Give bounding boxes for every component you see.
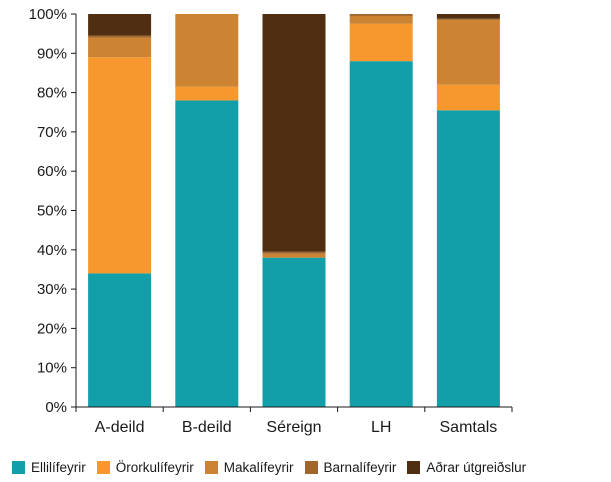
- axes-group: 0% 10% 20% 30% 40% 50% 60% 70% 80% 90% 100% A-deild…: [29, 6, 513, 436]
- bar-segment-a-deild-0: [88, 273, 152, 407]
- bar-segment-a-deild-4: [88, 14, 152, 36]
- bar-segment-samtals-1: [436, 84, 500, 111]
- bar-segment-samtals-2: [436, 19, 500, 85]
- bar-segment-a-deild-2: [88, 37, 152, 58]
- x-category-label: B-deild: [182, 419, 232, 436]
- legend-label: Örorkulífeyrir: [115, 459, 194, 475]
- y-tick-label: 60%: [37, 163, 67, 180]
- bars-group: [88, 14, 500, 408]
- y-tick-label: 100%: [29, 6, 67, 23]
- bar-segment-lh-2: [349, 15, 413, 24]
- bar-segment-a-deild-3: [88, 35, 152, 38]
- legend-swatch: [204, 460, 218, 474]
- bar-segment-b-deild-0: [175, 100, 239, 408]
- legend-swatch: [407, 460, 421, 474]
- x-category-label: Samtals: [440, 419, 498, 436]
- y-tick-label: 50%: [37, 203, 67, 220]
- legend-item: Aðrar útgreiðslur: [407, 460, 526, 475]
- legend-swatch: [304, 460, 318, 474]
- y-tick-label: 30%: [37, 281, 67, 298]
- bar-segment-lh-3: [349, 14, 413, 16]
- legend-swatch: [12, 460, 25, 474]
- y-tick-label: 20%: [37, 320, 67, 337]
- legend-label: Aðrar útgreiðslur: [426, 459, 527, 475]
- legend-label: Ellilífeyrir: [31, 459, 86, 475]
- bar-segment-s-reign-4: [262, 14, 326, 252]
- legend-item: Örorkulífeyrir: [96, 459, 194, 475]
- y-tick-label: 80%: [37, 85, 67, 102]
- legend-item: Barnalífeyrir: [304, 459, 397, 475]
- bar-segment-lh-1: [349, 23, 413, 62]
- y-tick-label: 90%: [37, 45, 67, 62]
- bar-segment-samtals-3: [436, 18, 500, 20]
- bar-segment-s-reign-3: [262, 251, 326, 254]
- legend-label: Makalífeyrir: [223, 459, 294, 475]
- y-tick-label: 70%: [37, 124, 67, 141]
- y-tick-label: 0%: [45, 399, 67, 416]
- bar-segment-samtals-0: [436, 110, 500, 407]
- bar-segment-samtals-4: [436, 14, 500, 19]
- bar-segment-lh-0: [349, 61, 413, 407]
- legend: Ellilífeyrir Örorkulífeyrir Makalífeyrir Ba…: [12, 456, 537, 478]
- stacked-bar-chart: 0% 10% 20% 30% 40% 50% 60% 70% 80% 90% 100% A-deild…: [29, 6, 513, 436]
- legend-item: Makalífeyrir: [204, 459, 294, 475]
- legend-label: Barnalífeyrir: [323, 459, 397, 475]
- bar-segment-a-deild-1: [88, 57, 152, 274]
- x-category-label: Séreign: [266, 419, 321, 436]
- legend-swatch: [96, 460, 110, 474]
- y-tick-label: 40%: [37, 242, 67, 259]
- x-category-label: A-deild: [95, 419, 145, 436]
- bar-segment-s-reign-0: [262, 257, 326, 407]
- bar-segment-b-deild-2: [175, 14, 239, 87]
- bar-segment-b-deild-1: [175, 86, 239, 101]
- y-tick-label: 10%: [37, 360, 67, 377]
- x-category-label: LH: [371, 419, 391, 436]
- legend-item: Ellilífeyrir: [12, 460, 86, 475]
- bar-segment-s-reign-2: [262, 253, 326, 258]
